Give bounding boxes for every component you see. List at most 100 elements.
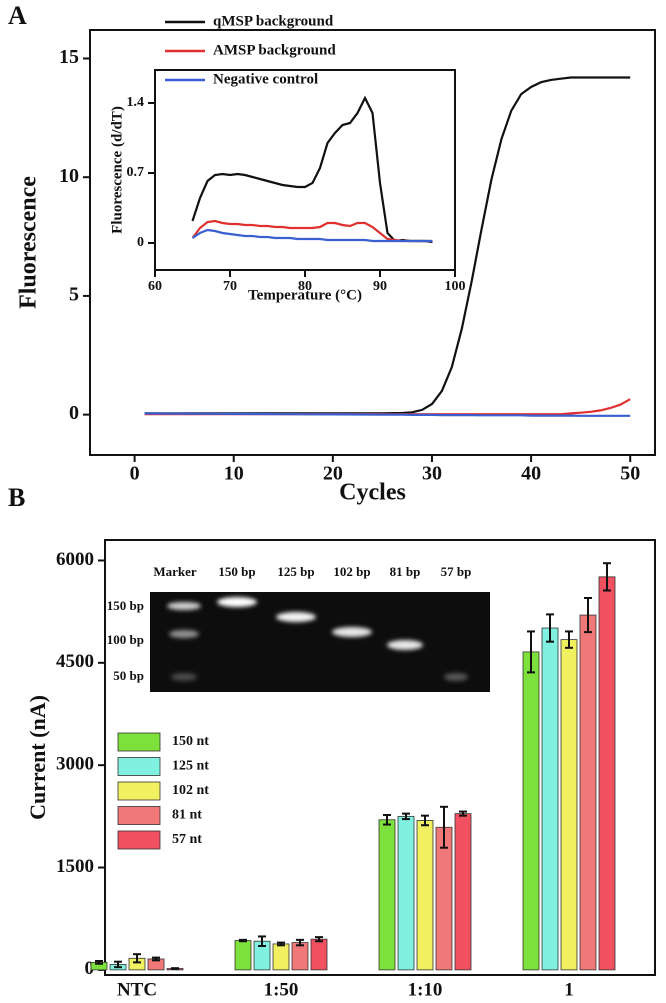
x-axis-label: Temperature (°C) [248,287,362,303]
x-tick-label: 1 [564,979,574,1000]
error-bar [603,562,611,592]
bar [541,627,559,971]
line-series [191,228,433,243]
x-tick-label: 0 [130,463,140,485]
legend-swatch [117,732,161,752]
lane-label: 57 bp [441,564,472,579]
y-tick-label: 4500 [56,651,94,672]
legend-label: 81 nt [172,808,202,823]
bar [454,813,472,971]
y-axis-label: Fluorescence [16,176,42,309]
legend-label: AMSP background [213,42,336,58]
lane-label: 102 bp [333,564,370,579]
error-bar [133,953,141,964]
error-bar [277,941,285,947]
line-series [191,219,433,243]
ladder-label: 100 bp [107,632,144,647]
error-bar [584,597,592,634]
legend-label: 150 nt [172,734,209,749]
plot-frame [89,29,656,456]
bar [272,943,290,971]
x-tick-label: 30 [422,463,442,485]
error-bar [383,813,391,826]
legend-label: 125 nt [172,759,209,774]
lane-label: 150 bp [218,564,255,579]
x-tick-label: 1:50 [264,979,299,1000]
line-series [144,412,631,417]
error-bar [459,810,467,817]
x-axis-label: Cycles [339,480,406,506]
bar [291,942,309,971]
y-tick-label: 15 [59,46,79,68]
y-axis-label: Current (nA) [25,695,50,820]
panel-letter: A [8,1,27,30]
y-tick-label: 0 [137,235,144,250]
x-tick-label: NTC [117,979,157,1000]
x-tick-label: 50 [620,463,640,485]
y-axis-label: Fluorescence (d/dT) [109,106,125,234]
line-series [144,76,631,415]
error-bar [239,938,247,943]
line-series [144,398,631,416]
error-bar [114,960,122,969]
bar [310,938,328,971]
x-tick-label: 70 [223,279,237,294]
y-tick-label: 0 [69,402,79,424]
legend-label: 102 nt [172,783,209,798]
bar [522,651,540,971]
x-tick-label: 10 [224,463,244,485]
legend-label: qMSP background [213,13,334,29]
gel-image [150,592,490,692]
x-tick-label: 90 [373,279,387,294]
error-bar [315,936,323,943]
ladder-label: 150 bp [107,598,144,613]
legend-swatch [117,781,161,801]
error-bar [527,630,535,674]
error-bar [171,967,179,970]
y-tick-label: 0.7 [127,165,145,180]
x-tick-label: 100 [445,279,466,294]
bar [598,576,616,971]
line-series [191,95,433,244]
ladder-label: 50 bp [113,668,144,683]
bar [397,815,415,971]
lane-label: 125 bp [277,564,314,579]
bar [416,820,434,971]
y-tick-label: 6000 [56,549,94,570]
y-tick-label: 5 [69,284,79,306]
legend-swatch [117,757,161,776]
error-bar [258,935,266,947]
lane-label: 81 bp [390,564,421,579]
panel-letter: B [8,483,25,512]
error-bar [296,938,304,947]
y-tick-label: 0 [85,958,95,979]
error-bar [421,814,429,827]
legend-swatch [117,806,161,825]
plot-frame [104,539,656,976]
error-bar [546,613,554,643]
bar [560,639,578,971]
bar [579,614,597,971]
x-tick-label: 20 [323,463,343,485]
bar [234,940,252,971]
legend-label: 57 nt [172,832,202,847]
y-tick-label: 1.4 [127,95,145,110]
x-tick-label: 60 [148,279,162,294]
error-bar [565,630,573,649]
legend-label: Negative control [213,71,318,87]
y-tick-label: 10 [59,165,79,187]
error-bar [95,960,103,965]
x-tick-label: 1:10 [408,979,443,1000]
y-tick-label: 3000 [56,754,94,775]
error-bar [152,956,160,962]
y-tick-label: 1500 [56,856,94,877]
legend-swatch [117,830,161,850]
error-bar [402,812,410,821]
error-bar [440,805,448,849]
lane-label: Marker [153,564,197,579]
x-tick-label: 80 [298,279,312,294]
x-tick-label: 40 [521,463,541,485]
bar [378,819,396,971]
